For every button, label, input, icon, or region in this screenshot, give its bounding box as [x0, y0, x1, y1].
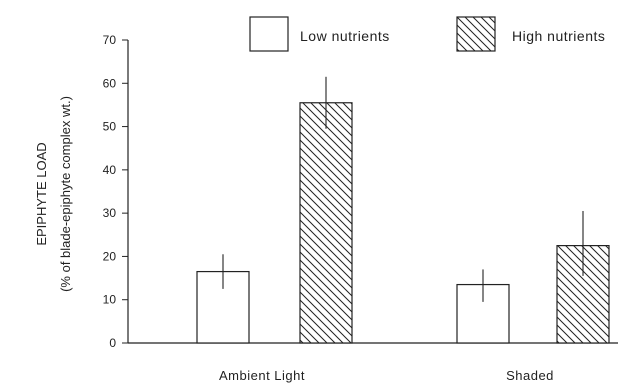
y-tick-label-40: 40: [103, 163, 117, 177]
y-tick-label-20: 20: [103, 249, 117, 263]
y-tick-label-0: 0: [109, 336, 116, 350]
y-tick-label-10: 10: [103, 293, 117, 307]
legend: Low nutrients High nutrients: [249, 16, 605, 52]
y-tick-label-50: 50: [103, 120, 117, 134]
y-axis-title-line1: EPIPHYTE LOAD: [34, 142, 49, 245]
y-tick-label-60: 60: [103, 76, 117, 90]
y-tick-label-70: 70: [103, 33, 117, 47]
y-axis-title-line2: (% of blade-epiphyte complex wt.): [58, 96, 73, 292]
legend-swatch-low-nutrients: [249, 16, 289, 52]
legend-label-high-nutrients: High nutrients: [512, 28, 605, 44]
y-tick-label-30: 30: [103, 206, 117, 220]
bars: [196, 76, 610, 344]
legend-swatch-high-nutrients: [456, 16, 496, 52]
category-label-ambient-light: Ambient Light: [219, 368, 305, 383]
legend-label-low-nutrients: Low nutrients: [300, 28, 390, 44]
y-axis-ticks: 0 10 20 30 40 50 60 70: [103, 33, 128, 350]
category-label-shaded: Shaded: [506, 368, 554, 383]
bar-ambient-light-high-nutrients: [299, 102, 353, 344]
